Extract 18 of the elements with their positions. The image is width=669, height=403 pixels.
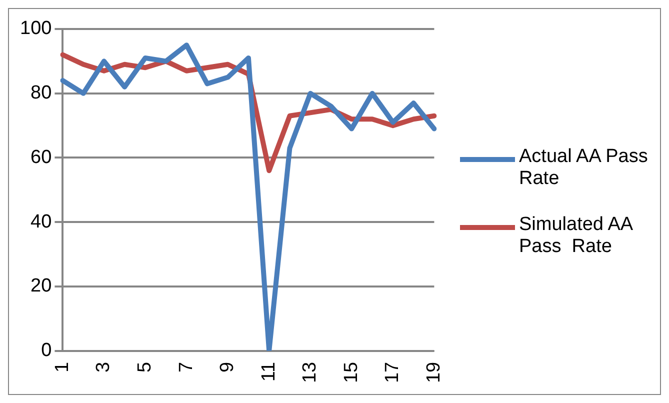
x-tick-label: 9: [217, 362, 238, 372]
legend-label: Actual AA Pass Rate: [519, 146, 649, 190]
x-tick-label: 11: [258, 362, 280, 382]
y-tick-label: 40: [30, 211, 52, 232]
x-tick-label: 15: [340, 362, 362, 384]
y-tick-label: 80: [30, 82, 52, 104]
y-tick-label: 20: [30, 276, 52, 297]
x-tick-label: 13: [300, 362, 321, 384]
y-tick-label: 60: [30, 146, 52, 168]
y-tick-label: 100: [20, 18, 52, 40]
y-tick-label: 0: [41, 340, 52, 362]
x-tick-label: 7: [176, 362, 197, 372]
x-tick-label: 3: [93, 362, 114, 372]
x-tick-label: 19: [423, 362, 444, 384]
x-tick-label: 5: [134, 362, 156, 372]
x-tick-label: 17: [382, 362, 404, 384]
x-tick-label: 1: [52, 362, 73, 372]
legend-label: Simulated AA Pass Rate: [519, 214, 634, 258]
